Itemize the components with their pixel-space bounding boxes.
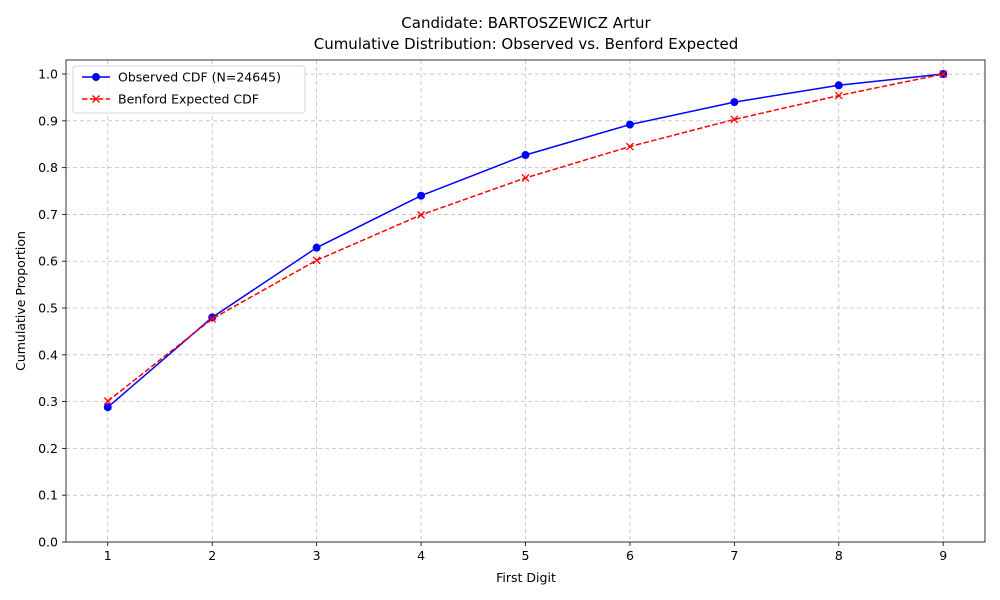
legend-box [72,65,306,114]
y-tick-label: 0.2 [38,441,58,456]
y-tick-label: 0.9 [38,113,58,128]
data-point [417,191,426,200]
y-tick-label: 0.4 [38,347,58,362]
data-point [417,210,426,219]
y-tick-label: 0.7 [38,207,58,222]
x-tick-label: 1 [104,548,112,563]
data-point [208,313,217,322]
data-point [208,314,217,323]
series-benford [103,70,948,406]
legend-marker-observed [92,73,100,81]
data-point [625,120,634,129]
data-point [834,91,843,100]
legend-marker-benford [92,95,100,103]
y-tick-label: 0.6 [38,254,58,269]
x-tick-label: 3 [313,548,321,563]
legend-label-observed: Observed CDF (N=24645) [118,70,281,85]
data-point [939,70,948,78]
x-tick-label: 9 [939,548,947,563]
data-point [625,142,634,151]
y-axis-ticks: 0.0 0.1 0.2 0.3 0.4 0.5 0.6 0.7 0.8 0.9 1.0 [38,67,66,550]
x-tick-label: 5 [522,548,530,563]
chart-title-line-1: Candidate: BARTOSZEWICZ Artur [401,14,651,32]
x-tick-label: 7 [730,548,738,563]
y-tick-label: 0.5 [38,301,58,316]
chart-title-line-2: Cumulative Distribution: Observed vs. Be… [314,35,739,53]
y-tick-label: 1.0 [38,67,58,82]
x-tick-label: 4 [417,548,425,563]
data-point [312,243,321,252]
x-tick-label: 6 [626,548,634,563]
series-observed [103,70,948,412]
data-point [521,150,530,159]
legend-label-benford: Benford Expected CDF [118,92,259,107]
data-point [103,397,112,406]
y-tick-label: 0.1 [38,488,58,503]
data-point [730,115,739,124]
data-point [730,98,739,107]
data-point [521,173,530,182]
series-layer [103,70,948,412]
y-axis-label: Cumulative Proportion [13,231,28,371]
x-axis-label: First Digit [496,570,556,585]
x-tick-label: 8 [835,548,843,563]
grid [66,60,985,543]
legend: Observed CDF (N=24645) Benford Expected … [72,65,306,114]
data-point [103,403,112,412]
plot-frame [65,59,986,543]
y-tick-label: 0.8 [38,160,58,175]
y-tick-label: 0.3 [38,394,58,409]
data-point [834,81,843,90]
y-tick-label: 0.0 [38,535,58,550]
x-axis-ticks: 1 2 3 4 5 6 7 8 9 [104,542,947,563]
data-point [312,256,321,265]
x-tick-label: 2 [208,548,216,563]
